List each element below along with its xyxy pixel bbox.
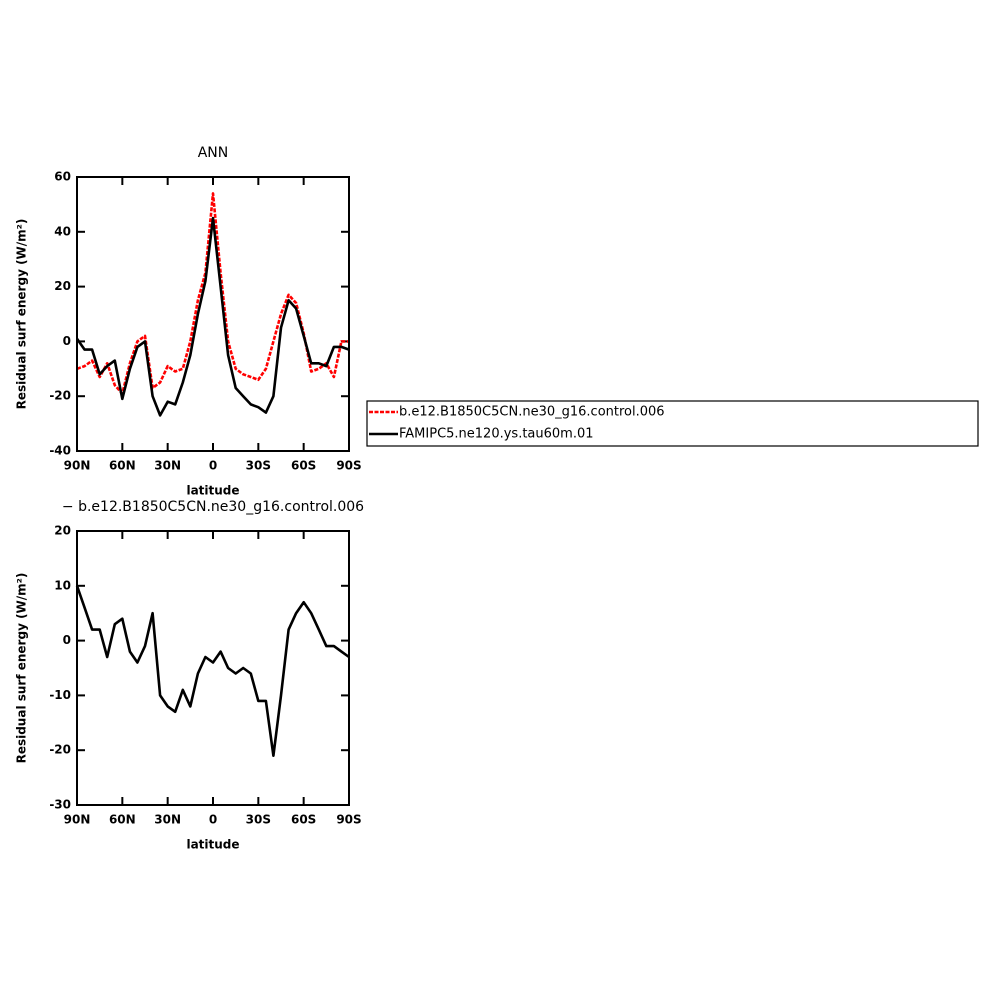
y-axis-label: Residual surf energy (W/m²) (15, 573, 29, 764)
chart-title: ANN (198, 145, 229, 161)
y-tick-label: -10 (49, 688, 71, 702)
x-tick-label: 60N (109, 459, 136, 473)
y-axis-label: Residual surf energy (W/m²) (15, 219, 29, 410)
x-tick-label: 60S (291, 459, 316, 473)
x-tick-label: 90N (64, 459, 91, 473)
x-tick-label: 30N (154, 813, 181, 827)
y-tick-label: -20 (49, 743, 71, 757)
data-line (75, 216, 350, 417)
x-tick-label: 30N (154, 459, 181, 473)
x-tick-label: 30S (246, 813, 271, 827)
chart-title: − b.e12.B1850C5CN.ne30_g16.control.006 (62, 499, 364, 515)
x-axis-label: latitude (186, 484, 239, 498)
x-tick-label: 90S (336, 459, 361, 473)
x-axis-label: latitude (186, 838, 239, 852)
x-tick-label: 60S (291, 813, 316, 827)
y-tick-label: 60 (54, 170, 71, 184)
plot-frame (76, 176, 350, 452)
data-line (75, 585, 350, 757)
x-tick-label: 90S (336, 813, 361, 827)
y-tick-label: 20 (54, 524, 71, 538)
legend: b.e12.B1850C5CN.ne30_g16.control.006 FAMI… (366, 400, 979, 447)
plot-frame (76, 530, 350, 806)
x-tick-label: 90N (64, 813, 91, 827)
legend-box (366, 400, 979, 447)
y-tick-label: 20 (54, 279, 71, 293)
y-tick-label: -20 (49, 389, 71, 403)
legend-label: b.e12.B1850C5CN.ne30_g16.control.006 (399, 405, 665, 420)
x-tick-label: 0 (209, 813, 217, 827)
y-tick-label: 0 (63, 334, 71, 348)
y-tick-label: 0 (63, 633, 71, 647)
y-tick-label: -30 (49, 798, 71, 812)
x-tick-label: 0 (209, 459, 217, 473)
y-tick-label: -40 (49, 444, 71, 458)
y-tick-label: 10 (54, 578, 71, 592)
legend-label: FAMIPC5.ne120.ys.tau60m.01 (399, 427, 594, 442)
x-tick-label: 30S (246, 459, 271, 473)
x-tick-label: 60N (109, 813, 136, 827)
y-tick-label: 40 (54, 224, 71, 238)
